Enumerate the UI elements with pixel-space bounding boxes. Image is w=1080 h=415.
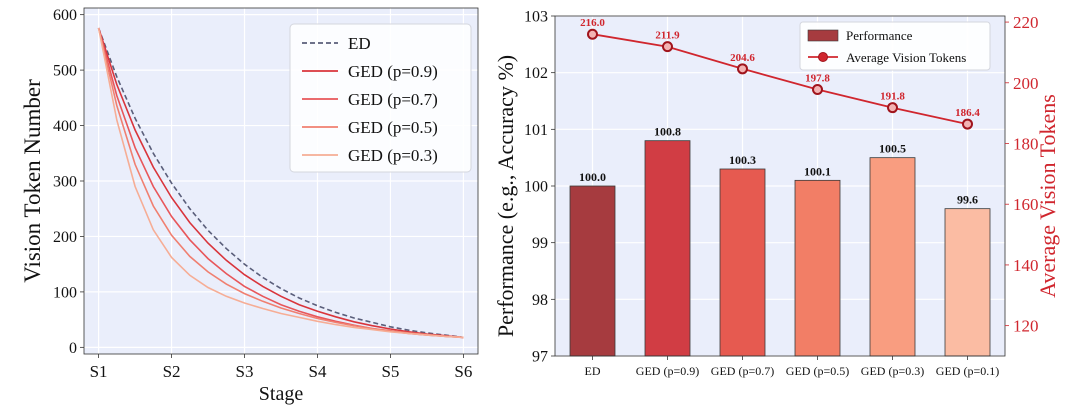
tokens-point — [587, 28, 598, 40]
y-tick-label: 97 — [532, 349, 548, 366]
y-tick-label: 101 — [524, 122, 548, 139]
x-tick-label: GED (p=0.3) — [861, 364, 924, 378]
y-tick-label: 300 — [53, 174, 77, 191]
legend-swatch-marker — [818, 52, 828, 62]
tokens-value-label: 197.8 — [805, 72, 830, 84]
x-tick-label: ED — [585, 364, 601, 378]
bar-value-label: 100.8 — [654, 125, 681, 139]
y-tick-label: 103 — [524, 9, 548, 26]
y2-tick-label: 160 — [1013, 195, 1039, 214]
y-tick-label: 99 — [532, 235, 548, 252]
x-tick-label: GED (p=0.9) — [636, 364, 699, 378]
y-tick-label: 100 — [53, 284, 77, 301]
tokens-value-label: 186.4 — [955, 107, 980, 119]
legend-label: Performance — [846, 28, 913, 43]
tokens-point — [887, 102, 898, 114]
bar — [869, 157, 916, 357]
y2-tick-label: 140 — [1013, 256, 1039, 275]
x-tick-label: S6 — [454, 362, 472, 381]
tokens-point — [962, 118, 973, 130]
line-chart-token-schedule: 0 100 200 300 400 500 600 S1 S2 S3 S4 S5 S6 Stage Visi… — [20, 7, 479, 405]
y2-tick-label: 120 — [1013, 317, 1039, 336]
y-axis-label: Performance (e.g., Accuracy %) — [493, 55, 518, 337]
tokens-value-label: 211.9 — [655, 30, 680, 42]
bar — [944, 208, 991, 357]
tokens-value-label: 191.8 — [880, 91, 905, 103]
bar-value-label: 100.3 — [729, 153, 756, 167]
bar-value-label: 100.0 — [579, 170, 606, 184]
y-tick-label: 200 — [53, 229, 77, 246]
x-tick-label: GED (p=0.5) — [786, 364, 849, 378]
x-tick-label: S3 — [236, 362, 254, 381]
tokens-point — [662, 41, 673, 53]
legend-label: ED — [348, 34, 371, 53]
legend-label: GED (p=0.5) — [348, 118, 438, 137]
tokens-point — [812, 83, 823, 95]
tokens-point — [737, 63, 748, 75]
bar — [794, 179, 841, 357]
legend-box — [289, 23, 472, 173]
x-tick-label: S1 — [90, 362, 108, 381]
bar-value-label: 100.1 — [804, 164, 831, 178]
y-tick-label: 98 — [532, 292, 548, 309]
x-tick-label: GED (p=0.7) — [711, 364, 774, 378]
legend-label: Average Vision Tokens — [846, 50, 966, 65]
tokens-value-label: 216.0 — [580, 17, 605, 29]
x-tick-label: S4 — [308, 362, 326, 381]
bar — [644, 140, 691, 357]
x-tick-label: S2 — [163, 362, 181, 381]
y2-tick-label: 200 — [1013, 74, 1039, 93]
series-line — [97, 27, 464, 339]
legend-label: GED (p=0.3) — [348, 146, 438, 165]
y-axis-label: Vision Token Number — [20, 79, 45, 283]
bar — [719, 168, 766, 357]
legend-label: GED (p=0.9) — [348, 62, 438, 81]
y-tick-label: 102 — [524, 65, 548, 82]
y-tick-label: 500 — [53, 63, 77, 80]
y-tick-label: 600 — [53, 7, 77, 24]
bar-value-label: 100.5 — [879, 142, 906, 156]
x-tick-label: S5 — [381, 362, 399, 381]
y2-axis-label: Average Vision Tokens — [1035, 94, 1060, 298]
legend-swatch-bar — [807, 29, 839, 42]
series-line — [97, 27, 464, 339]
y-tick-label: 400 — [53, 118, 77, 135]
series-line — [97, 27, 464, 339]
y-tick-label: 100 — [524, 179, 548, 196]
legend-label: GED (p=0.7) — [348, 90, 438, 109]
bar-chart-performance: 100.0 100.8 100.3 100.1 100.5 99.6 216.0 211.9 2… — [493, 9, 1060, 379]
bar — [569, 185, 616, 357]
x-tick-label: GED (p=0.1) — [936, 364, 999, 378]
tokens-value-label: 204.6 — [730, 52, 755, 64]
x-axis-label: Stage — [259, 383, 304, 405]
legend-box — [799, 21, 991, 71]
bar-value-label: 99.6 — [957, 193, 978, 207]
y2-tick-label: 220 — [1013, 13, 1039, 32]
tokens-line — [592, 33, 968, 125]
y-tick-label: 0 — [69, 340, 77, 357]
y2-tick-label: 180 — [1013, 135, 1039, 154]
